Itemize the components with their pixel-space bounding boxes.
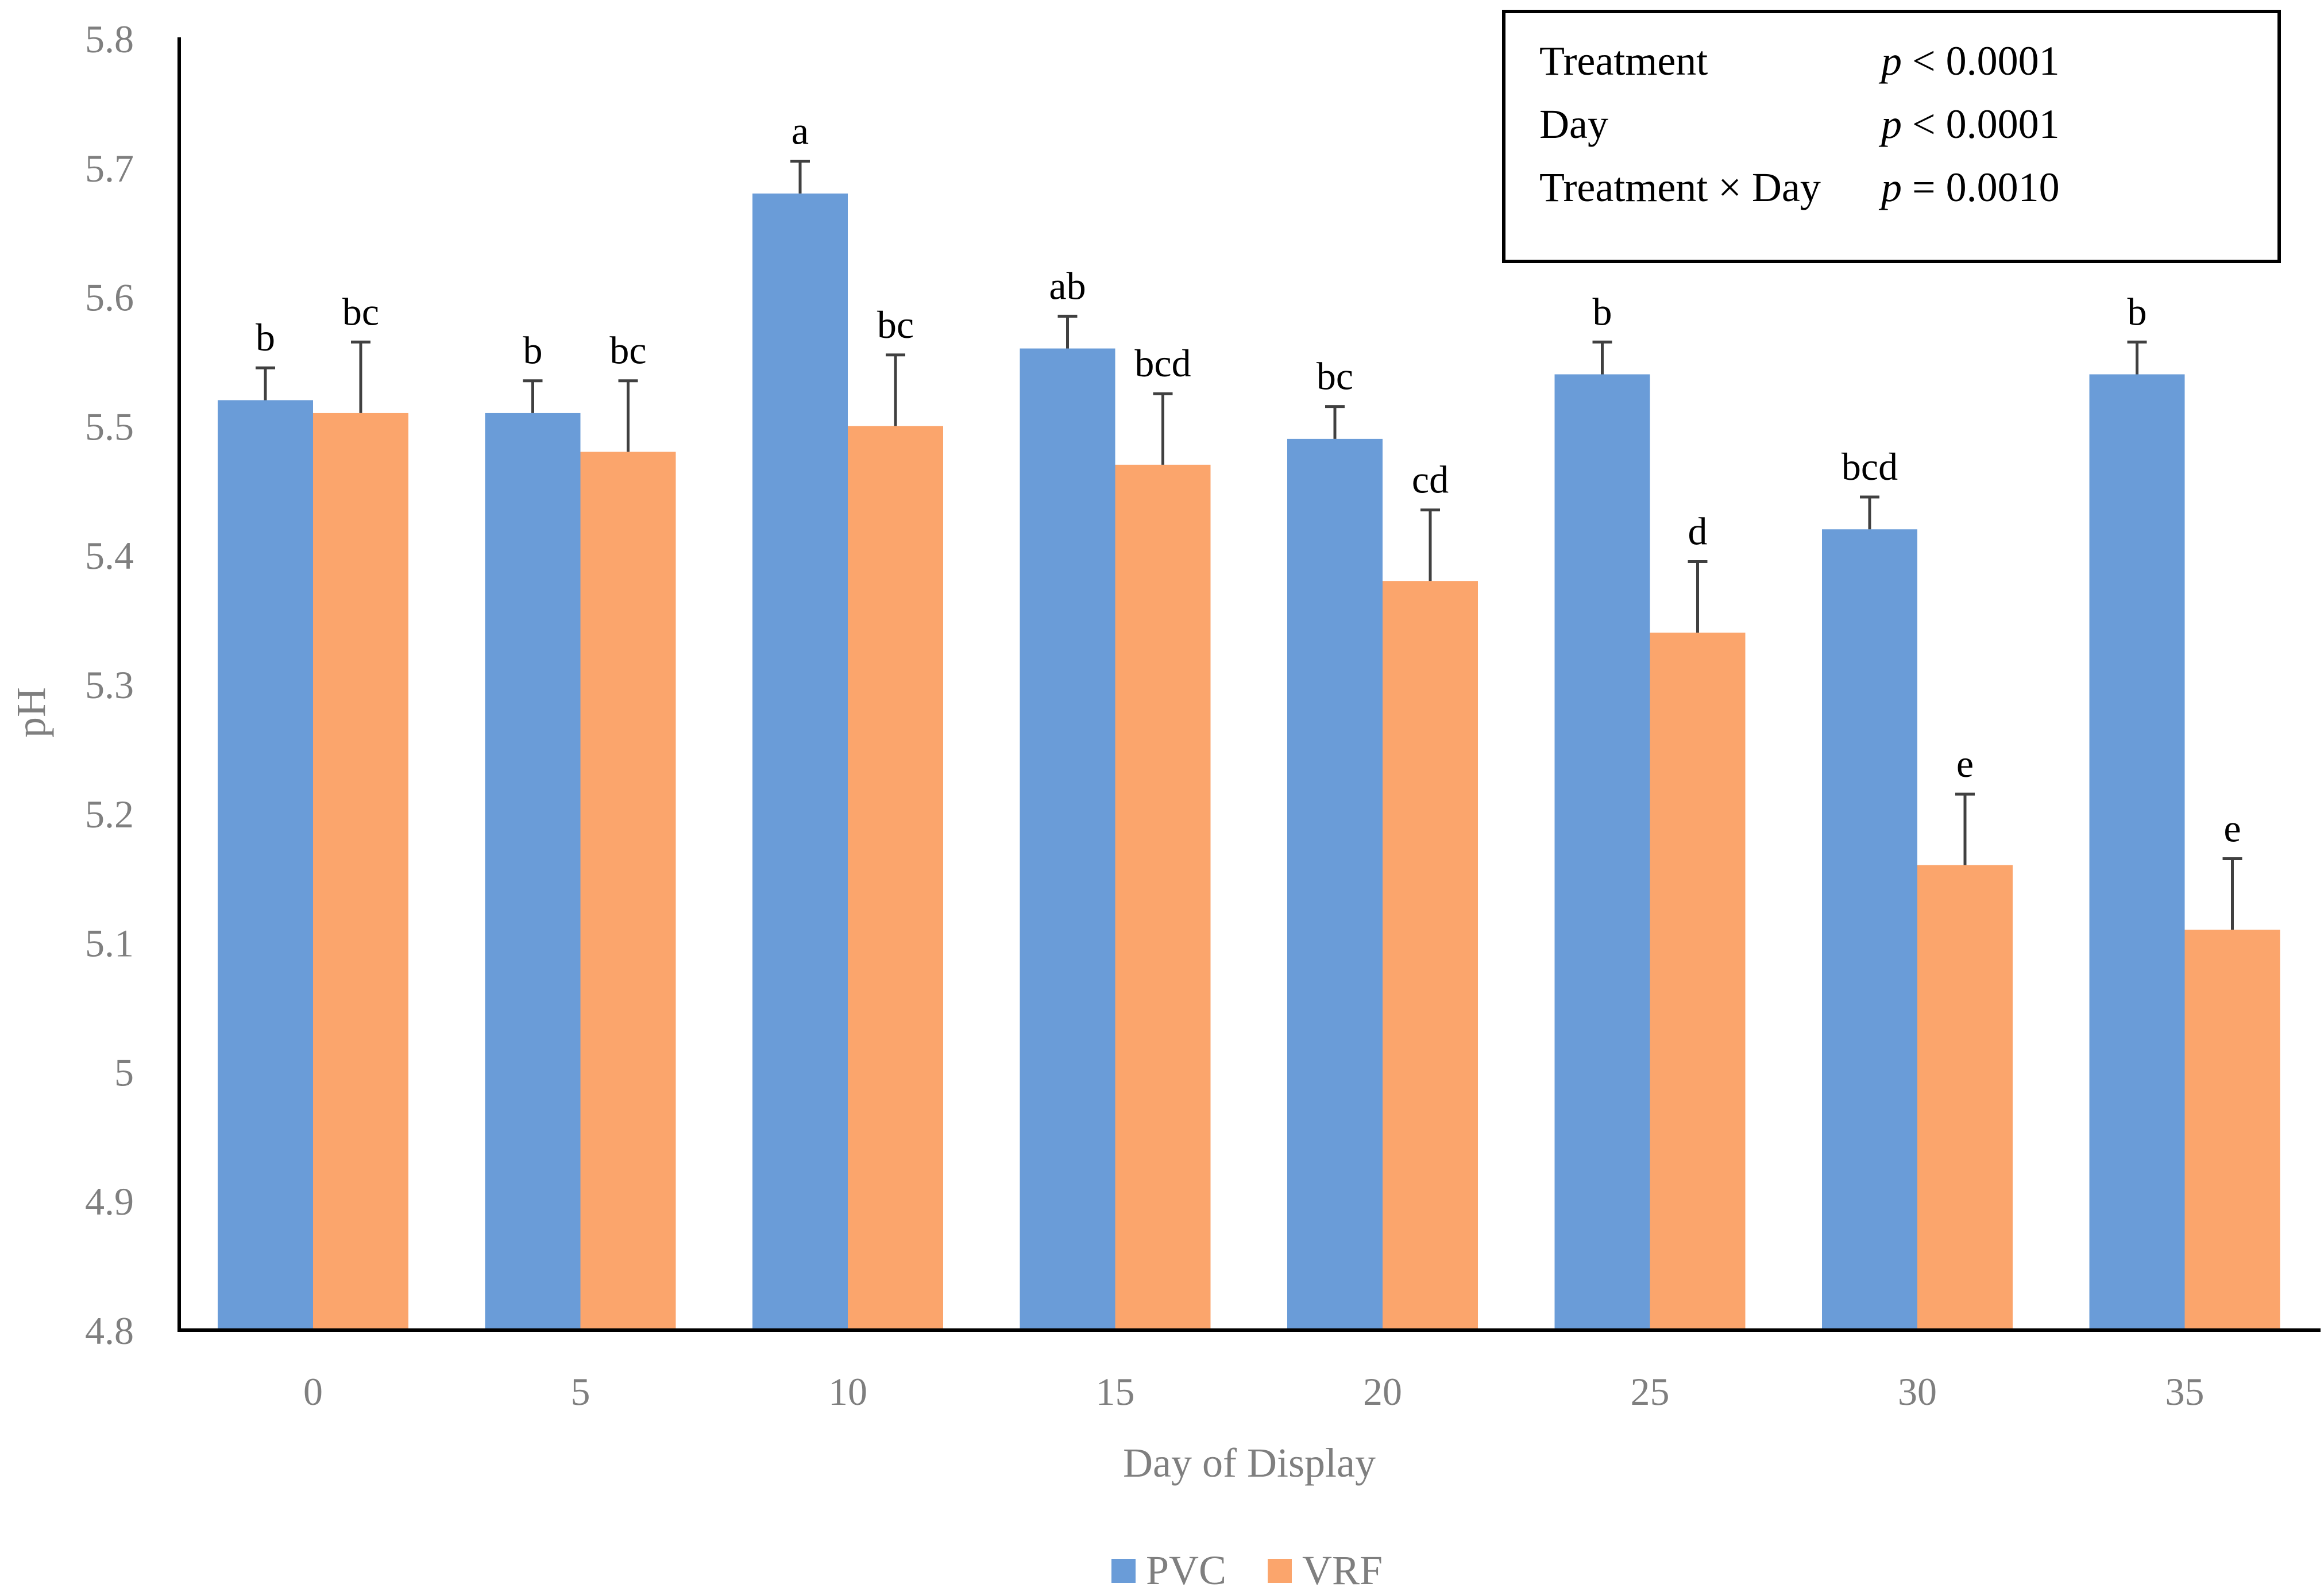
stat-p-value: < 0.0001 (1912, 101, 2060, 147)
legend-label-pvc: PVC (1146, 1547, 1226, 1593)
sig-label-pvc: a (792, 109, 809, 153)
sig-label-vrf: bc (342, 290, 379, 333)
y-tick-label: 5.6 (85, 276, 134, 319)
x-tick-label: 0 (303, 1370, 323, 1413)
y-tick-label: 5.3 (85, 663, 134, 707)
bar-vrf-day-15 (1115, 464, 1211, 1330)
bar-vrf-day-35 (2184, 930, 2280, 1330)
bar-pvc-day-30 (1822, 529, 1917, 1330)
y-tick-label: 5.8 (85, 17, 134, 61)
sig-label-pvc: b (256, 315, 275, 359)
stat-term-interaction: Treatment × Day (1539, 164, 1821, 210)
stat-p-value: < 0.0001 (1912, 38, 2060, 84)
stat-term-treatment: Treatment (1539, 38, 1708, 84)
sig-label-pvc: b (523, 329, 543, 372)
sig-label-pvc: bc (1317, 355, 1353, 398)
sig-label-vrf: e (2223, 806, 2241, 850)
y-axis-title: pH (8, 687, 54, 738)
sig-label-vrf: bc (609, 329, 646, 372)
x-tick-label: 15 (1096, 1370, 1135, 1413)
bar-pvc-day-15 (1020, 348, 1115, 1330)
x-tick-label: 10 (828, 1370, 867, 1413)
sig-label-vrf: d (1688, 509, 1708, 553)
sig-label-vrf: bcd (1134, 341, 1191, 385)
stat-term-day: Day (1539, 101, 1608, 147)
bar-pvc-day-10 (752, 193, 848, 1330)
bar-vrf-day-25 (1650, 633, 1746, 1330)
bar-vrf-day-5 (580, 452, 676, 1330)
x-tick-label: 30 (1898, 1370, 1937, 1413)
bar-vrf-day-10 (848, 426, 943, 1330)
bar-pvc-day-0 (218, 400, 313, 1331)
stat-p-symbol: p (1878, 164, 1902, 210)
x-tick-label: 35 (2165, 1370, 2205, 1413)
stat-p-interaction: p = 0.0010 (1878, 164, 2060, 210)
bar-pvc-day-5 (485, 413, 581, 1331)
x-tick-label: 5 (571, 1370, 590, 1413)
stat-p-day: p < 0.0001 (1878, 101, 2060, 147)
sig-label-vrf: bc (877, 303, 914, 346)
bar-pvc-day-35 (2089, 374, 2185, 1330)
x-axis-title: Day of Display (1123, 1440, 1376, 1486)
legend-label-vrf: VRF (1302, 1547, 1383, 1593)
sig-label-vrf: e (1956, 742, 1974, 785)
y-tick-label: 5.4 (85, 534, 134, 577)
legend-swatch-vrf (1268, 1559, 1292, 1583)
y-tick-label: 5 (114, 1050, 134, 1094)
bar-pvc-day-25 (1554, 374, 1650, 1330)
x-tick-labels: 0 5 10 15 20 25 30 35 (303, 1370, 2205, 1413)
sig-label-pvc: b (2128, 290, 2147, 333)
error-bars (256, 160, 2242, 930)
bar-vrf-day-20 (1383, 581, 1478, 1331)
stat-p-symbol: p (1878, 38, 1902, 84)
x-tick-label: 20 (1363, 1370, 1402, 1413)
sig-label-pvc: bcd (1842, 445, 1898, 488)
stat-p-symbol: p (1878, 101, 1902, 147)
y-tick-label: 5.1 (85, 922, 134, 965)
bar-pvc-day-20 (1287, 438, 1383, 1330)
stats-box-frame (1502, 10, 2281, 263)
legend-swatch-pvc (1111, 1559, 1136, 1583)
sig-label-vrf: cd (1412, 458, 1449, 502)
stat-p-value: = 0.0010 (1912, 164, 2060, 210)
y-tick-labels: 5.8 5.7 5.6 5.5 5.4 5.3 5.2 5.1 5 4.9 4.8 (85, 17, 134, 1353)
sig-label-pvc: b (1593, 290, 1612, 333)
bar-vrf-day-30 (1917, 865, 2013, 1330)
legend: PVC VRF (1111, 1547, 1383, 1593)
y-tick-label: 4.9 (85, 1180, 134, 1223)
stats-box: Treatment p < 0.0001 Day p < 0.0001 Trea… (1502, 10, 2281, 263)
significance-labels: b b a ab bc b bcd b bc bc bc bcd cd d e e (256, 109, 2241, 850)
y-tick-label: 5.5 (85, 404, 134, 448)
bars (218, 193, 2280, 1331)
x-tick-label: 25 (1631, 1370, 1670, 1413)
stat-p-treatment: p < 0.0001 (1878, 38, 2060, 84)
y-tick-label: 5.7 (85, 147, 134, 190)
bar-vrf-day-0 (313, 413, 408, 1331)
y-tick-label: 5.2 (85, 792, 134, 836)
y-tick-label: 4.8 (85, 1309, 134, 1353)
sig-label-pvc: ab (1049, 264, 1086, 307)
